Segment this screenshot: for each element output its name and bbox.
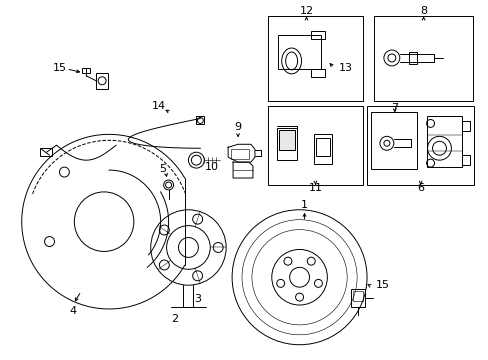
Bar — [267, 16, 362, 100]
Text: 14: 14 — [151, 100, 165, 111]
Bar — [311, 69, 325, 77]
Bar — [408, 52, 416, 64]
Bar — [278, 130, 294, 150]
Text: 11: 11 — [308, 183, 322, 193]
Bar — [278, 130, 294, 150]
Bar — [314, 134, 332, 164]
Bar — [350, 289, 365, 307]
Bar — [82, 68, 90, 73]
Bar — [461, 121, 469, 131]
Text: 3: 3 — [194, 294, 201, 304]
Bar — [370, 112, 416, 169]
Text: 15: 15 — [52, 63, 66, 73]
Bar — [277, 35, 321, 69]
Bar — [426, 116, 461, 167]
Bar — [40, 148, 51, 156]
Text: 8: 8 — [419, 6, 427, 16]
Bar — [267, 105, 362, 185]
Bar — [96, 73, 108, 89]
Text: 5: 5 — [159, 164, 166, 174]
Bar — [231, 149, 248, 159]
Text: 10: 10 — [205, 162, 219, 172]
Bar — [316, 138, 330, 156]
Bar — [352, 291, 362, 301]
Text: 15: 15 — [375, 280, 389, 290]
Bar — [373, 16, 472, 100]
Bar — [311, 31, 325, 39]
Text: 13: 13 — [339, 63, 352, 73]
Text: 4: 4 — [70, 306, 77, 316]
Bar — [196, 117, 204, 125]
Text: 9: 9 — [234, 122, 241, 132]
Bar — [461, 155, 469, 165]
Text: 2: 2 — [171, 314, 178, 324]
Text: 1: 1 — [301, 200, 307, 210]
Text: 7: 7 — [390, 103, 398, 113]
Text: 6: 6 — [416, 183, 423, 193]
Bar — [276, 129, 296, 160]
Bar — [366, 105, 473, 185]
Text: 12: 12 — [299, 6, 313, 16]
